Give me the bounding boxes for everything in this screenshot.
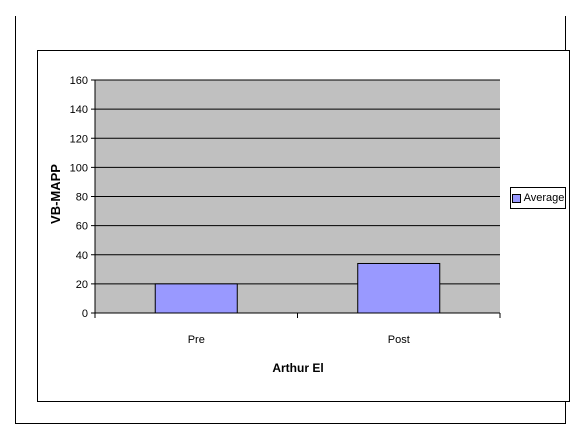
y-tick-label: 0 (82, 308, 88, 320)
y-tick-label: 120 (70, 133, 88, 145)
y-axis-title: VB-MAPP (48, 164, 63, 224)
legend-swatch (511, 193, 521, 203)
y-tick-label: 60 (76, 221, 88, 233)
bar-chart: 0 20 40 60 80 100 120 140 160 Pre Post VB-MAPP Art… (48, 75, 501, 375)
bar-pre (154, 283, 238, 314)
chart-legend: Average (510, 187, 566, 209)
y-tick-label: 40 (76, 250, 88, 262)
y-tick-label: 80 (76, 192, 88, 204)
y-tick-label: 100 (70, 162, 88, 174)
legend-label: Average (523, 192, 565, 204)
x-axis-title: Arthur El (272, 361, 323, 375)
x-tick-label: Pre (188, 334, 205, 346)
y-tick-label: 140 (70, 104, 88, 116)
x-tick-label: Post (388, 334, 410, 346)
y-tick-label: 160 (70, 75, 88, 87)
chart-container: 0 20 40 60 80 100 120 140 160 Pre Post VB-MAPP Art… (37, 50, 570, 402)
y-tick-label: 20 (76, 279, 88, 291)
bar-post (357, 262, 441, 314)
